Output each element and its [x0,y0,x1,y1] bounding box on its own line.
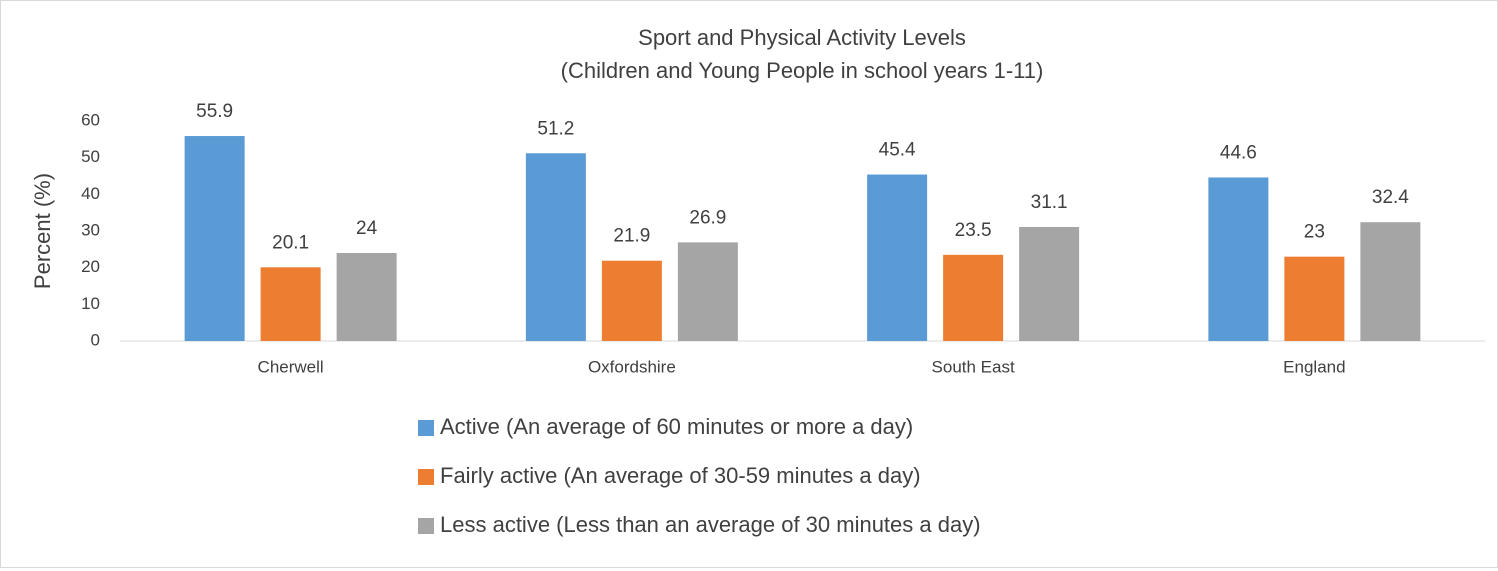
x-tick-label: South East [932,357,1015,376]
bar [1019,226,1080,341]
bar [260,267,321,341]
x-tick-label: Cherwell [258,357,324,376]
bar [525,153,586,341]
legend-swatch [418,469,434,485]
bar [943,254,1004,341]
data-label: 23.5 [955,220,992,241]
data-label: 44.6 [1220,142,1257,163]
bar [1284,256,1345,341]
legend-swatch [418,420,434,436]
data-label: 32.4 [1372,187,1409,208]
bar [184,136,245,341]
legend-label: Less active (Less than an average of 30 … [440,512,981,537]
data-label: 24 [356,218,378,239]
y-tick-label: 30 [81,220,100,239]
chart-title: Sport and Physical Activity Levels [638,25,966,50]
x-tick-label: Oxfordshire [588,357,676,376]
y-tick-label: 10 [81,294,100,313]
bar [1208,177,1269,341]
bar [601,260,662,341]
y-axis-label: Percent (%) [30,173,55,289]
chart-subtitle: (Children and Young People in school yea… [561,58,1044,83]
y-tick-label: 60 [81,110,100,129]
y-tick-label: 50 [81,147,100,166]
y-tick-label: 20 [81,257,100,276]
legend-swatch [418,518,434,534]
legend-label: Fairly active (An average of 30-59 minut… [440,463,921,488]
data-label: 23 [1304,222,1325,243]
data-label: 31.1 [1031,192,1068,213]
bar [867,174,928,341]
data-label: 20.1 [272,232,309,253]
bar [1360,222,1421,341]
data-label: 21.9 [613,226,650,247]
data-label: 55.9 [196,101,233,122]
legend-label: Active (An average of 60 minutes or more… [440,414,913,439]
bar [336,253,397,341]
data-label: 51.2 [537,118,574,139]
bar [677,242,738,341]
y-tick-label: 0 [91,330,100,349]
data-label: 45.4 [879,140,916,161]
x-tick-label: England [1283,357,1345,376]
data-label: 26.9 [689,207,726,228]
y-tick-label: 40 [81,184,100,203]
